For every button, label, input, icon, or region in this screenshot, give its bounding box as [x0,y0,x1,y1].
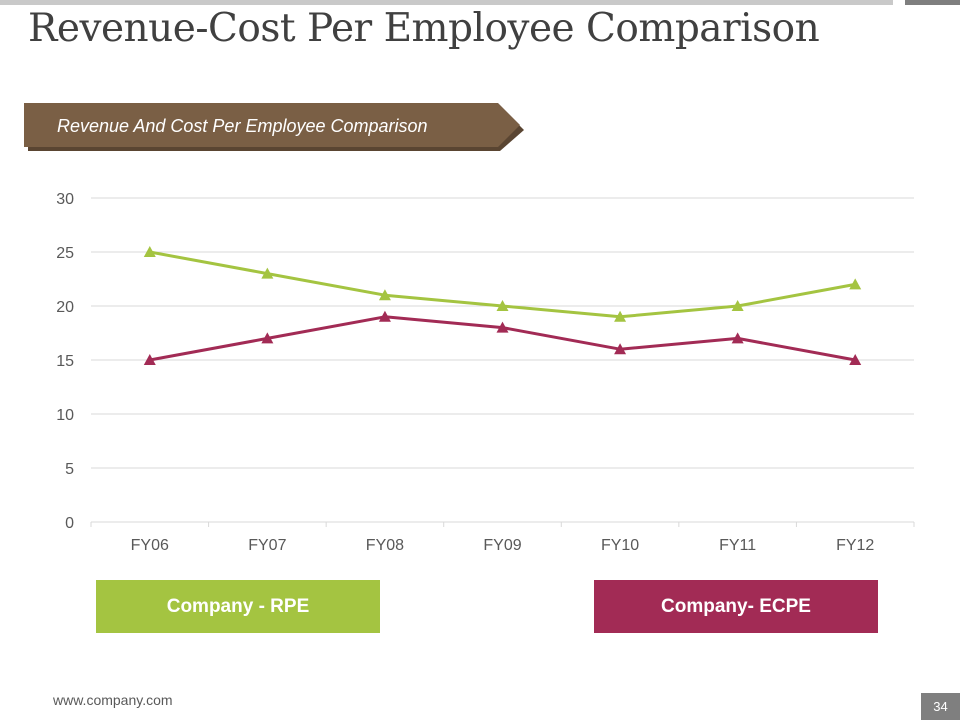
legend-company-ecpe: Company- ECPE [594,580,878,633]
chart-title: Revenue And Cost Per Employee Comparison [57,116,428,136]
x-tick-label-fy12: FY12 [836,537,874,554]
marker-rpe-fy07 [261,267,274,279]
x-tick-label-fy08: FY08 [366,537,404,554]
marker-ecpe-fy11 [731,332,744,344]
y-tick-label-25: 25 [56,245,74,262]
x-tick-label-fy10: FY10 [601,537,639,554]
marker-rpe-fy11 [731,300,744,311]
marker-rpe-fy10 [614,310,627,322]
x-tick-label-fy06: FY06 [131,537,169,554]
banner-arrow-shape [24,103,524,151]
y-tick-label-15: 15 [56,353,74,370]
marker-ecpe-fy07 [261,332,274,344]
chart-title-banner: Revenue And Cost Per Employee Comparison [24,103,526,151]
legend-company-rpe: Company - RPE [96,580,380,633]
line-chart: 0 5 10 15 20 25 30 FY06 FY07 FY08 FY09 FY10 FY11 FY12 [56,191,915,554]
marker-ecpe-fy10 [614,343,627,355]
y-tick-label-20: 20 [56,299,74,316]
footer-url[interactable]: www.company.com [53,692,173,708]
y-tick-label-10: 10 [56,407,74,424]
marker-ecpe-fy06 [143,354,156,365]
y-tick-label-30: 30 [56,191,74,208]
page-number: 34 [921,693,960,720]
x-tick-label-fy11: FY11 [719,537,756,554]
x-tick-label-fy09: FY09 [483,537,521,554]
slide-title: Revenue-Cost Per Employee Comparison [28,6,820,51]
y-tick-label-0: 0 [65,515,74,532]
marker-rpe-fy12 [849,278,862,290]
marker-rpe-fy08 [378,289,391,301]
marker-ecpe-fy12 [849,354,862,365]
marker-ecpe-fy08 [378,310,391,322]
top-accent-bar-short [905,0,960,5]
x-tick-label-fy07: FY07 [248,537,286,554]
y-tick-label-5: 5 [65,461,74,478]
marker-rpe-fy06 [143,246,156,257]
top-accent-bar [0,0,893,5]
marker-rpe-fy09 [496,300,509,311]
marker-ecpe-fy09 [496,321,509,333]
